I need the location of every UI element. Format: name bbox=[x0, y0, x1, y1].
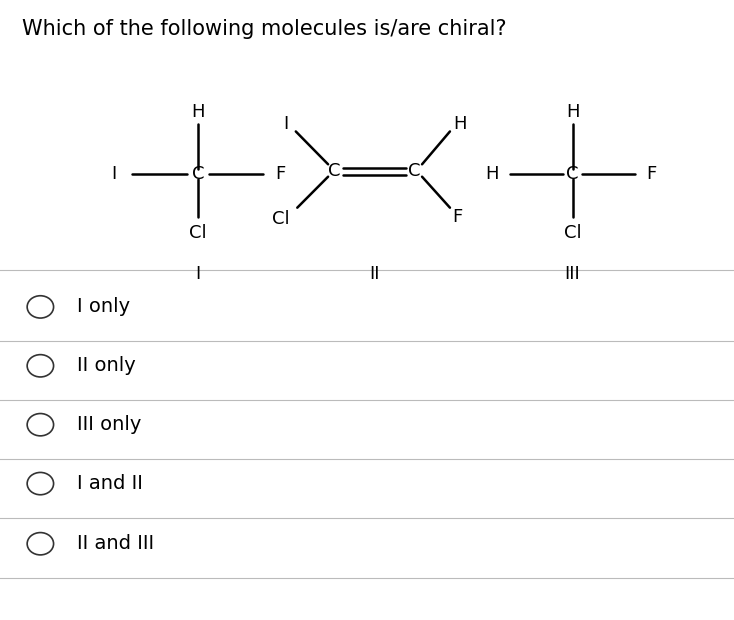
Text: H: H bbox=[192, 103, 205, 121]
Text: C: C bbox=[566, 164, 579, 183]
Text: Cl: Cl bbox=[189, 224, 207, 242]
Text: II: II bbox=[369, 265, 379, 283]
Text: II only: II only bbox=[77, 356, 136, 375]
Text: C: C bbox=[408, 161, 421, 180]
Text: F: F bbox=[647, 164, 657, 183]
Text: II and III: II and III bbox=[77, 534, 154, 553]
Text: Which of the following molecules is/are chiral?: Which of the following molecules is/are … bbox=[22, 19, 506, 38]
Text: Cl: Cl bbox=[272, 210, 290, 228]
Text: I: I bbox=[195, 265, 201, 283]
Text: C: C bbox=[327, 161, 341, 180]
Text: I and II: I and II bbox=[77, 474, 143, 493]
Text: F: F bbox=[275, 164, 286, 183]
Text: Cl: Cl bbox=[564, 224, 581, 242]
Text: H: H bbox=[566, 103, 579, 121]
Text: I: I bbox=[111, 164, 117, 183]
Text: III: III bbox=[564, 265, 581, 283]
Text: C: C bbox=[192, 164, 205, 183]
Text: I only: I only bbox=[77, 298, 130, 316]
Text: I: I bbox=[283, 115, 289, 133]
Text: III only: III only bbox=[77, 415, 142, 434]
Text: H: H bbox=[454, 115, 467, 133]
Text: F: F bbox=[452, 208, 462, 226]
Text: H: H bbox=[485, 164, 498, 183]
